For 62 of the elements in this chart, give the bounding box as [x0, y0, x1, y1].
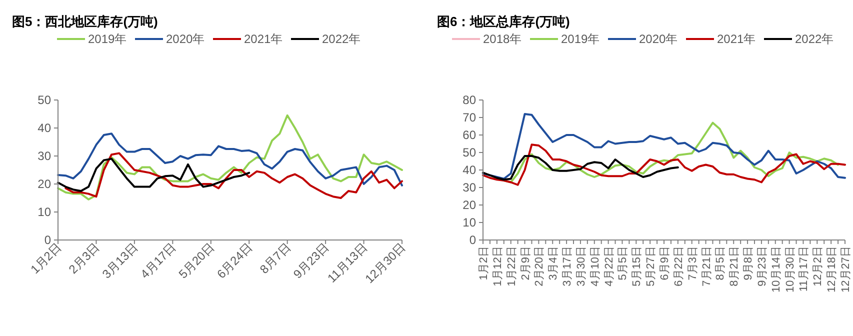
x-tick-label: 5月5日	[617, 246, 630, 280]
legend-label: 2022年	[795, 32, 834, 46]
legend-label: 2022年	[322, 32, 361, 46]
y-tick-label: 80	[462, 93, 476, 108]
y-tick-label: 60	[462, 128, 476, 142]
y-tick-label: 30	[462, 180, 476, 195]
legend-label: 2019年	[561, 32, 600, 46]
x-tick-label: 1月12日	[492, 246, 504, 286]
legend-label: 2019年	[88, 32, 127, 46]
y-tick-label: 20	[462, 198, 476, 212]
x-tick-label: 8月5日	[714, 246, 727, 280]
x-tick-label: 6月9日	[659, 246, 671, 280]
x-tick-label: 7月3日	[686, 246, 699, 280]
y-tick-label: 10	[462, 216, 476, 230]
x-tick-label: 5月15日	[631, 246, 644, 286]
x-tick-label: 10月14日	[770, 246, 782, 292]
line-series	[482, 113, 846, 180]
x-tick-label: 1月22日	[506, 246, 518, 286]
x-tick-label: 9月23日	[756, 246, 768, 286]
x-tick-label: 4月22日	[603, 246, 616, 286]
x-tick-label: 2月20日	[534, 246, 546, 286]
x-tick-label: 4月10日	[589, 246, 602, 286]
y-tick-label: 10	[38, 205, 52, 220]
legend-label: 2020年	[639, 32, 678, 46]
line-series	[57, 114, 403, 200]
x-tick-label: 11月17日	[798, 246, 810, 292]
y-tick-label: 0	[469, 233, 476, 248]
x-tick-label: 12月27日	[840, 246, 852, 292]
legend-label: 2020年	[166, 32, 205, 46]
y-tick-label: 40	[38, 121, 52, 136]
x-tick-label: 10月30日	[784, 246, 796, 292]
x-tick-label: 2月3日	[66, 240, 102, 277]
line-series	[64, 152, 403, 199]
line-series	[482, 155, 679, 181]
legend-label: 2018年	[483, 32, 522, 46]
line-series	[57, 132, 403, 186]
line-series	[482, 144, 846, 186]
y-tick-label: 20	[38, 177, 52, 192]
x-tick-label: 8月21日	[728, 246, 741, 286]
x-tick-label: 7月21日	[700, 246, 713, 286]
legend-label: 2021年	[717, 32, 756, 46]
legend-label: 2021年	[244, 32, 283, 46]
x-tick-label: 9月8日	[742, 246, 755, 280]
y-tick-label: 0	[44, 233, 52, 248]
x-tick-label: 12月18日	[826, 246, 838, 292]
x-tick-label: 8月7日	[257, 240, 294, 277]
x-tick-label: 3月4日	[548, 246, 560, 280]
chart-title: 图6：地区总库存(万吨)	[437, 14, 570, 29]
y-tick-label: 70	[462, 110, 476, 125]
line-series	[57, 158, 250, 192]
x-tick-label: 2月9日	[520, 246, 532, 280]
y-tick-label: 40	[462, 163, 476, 178]
y-tick-label: 50	[462, 146, 476, 160]
y-tick-label: 50	[38, 93, 52, 108]
x-tick-label: 1月2日	[478, 246, 490, 280]
x-tick-label: 6月22日	[672, 246, 685, 286]
x-tick-label: 5月27日	[645, 246, 658, 286]
x-tick-label: 12月2日	[812, 246, 824, 286]
y-tick-label: 30	[38, 149, 52, 164]
chart-title: 图5：西北地区库存(万吨)	[12, 14, 158, 29]
x-tick-label: 3月17日	[562, 246, 574, 286]
x-tick-label: 3月30日	[575, 246, 588, 286]
